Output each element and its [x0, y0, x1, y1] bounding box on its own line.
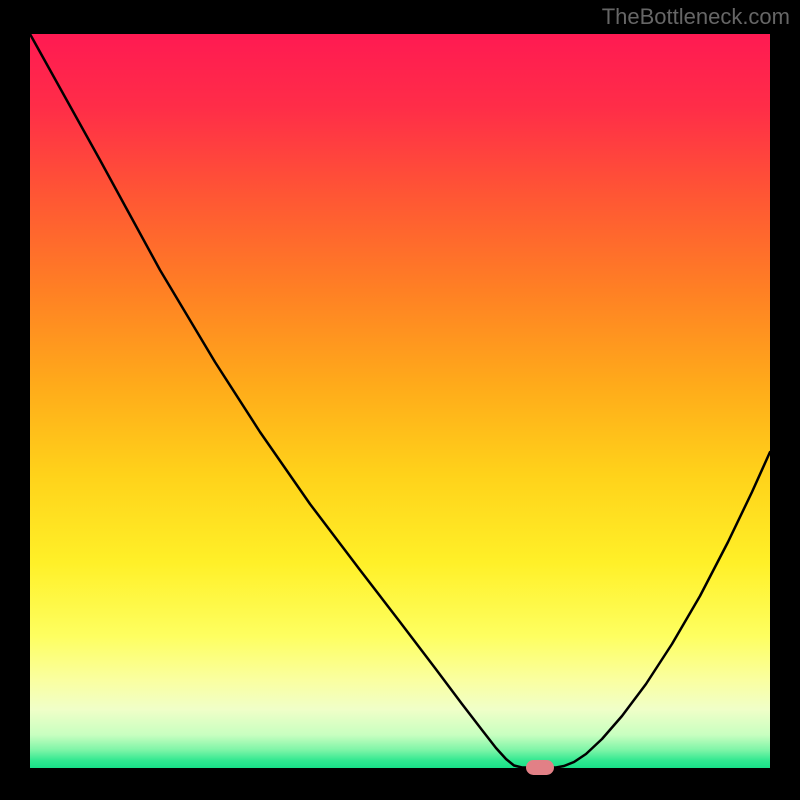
plot-area	[30, 34, 770, 768]
optimum-marker	[526, 760, 554, 775]
chart-container: TheBottleneck.com	[0, 0, 800, 800]
watermark-text: TheBottleneck.com	[602, 4, 790, 30]
bottleneck-curve	[30, 34, 770, 768]
